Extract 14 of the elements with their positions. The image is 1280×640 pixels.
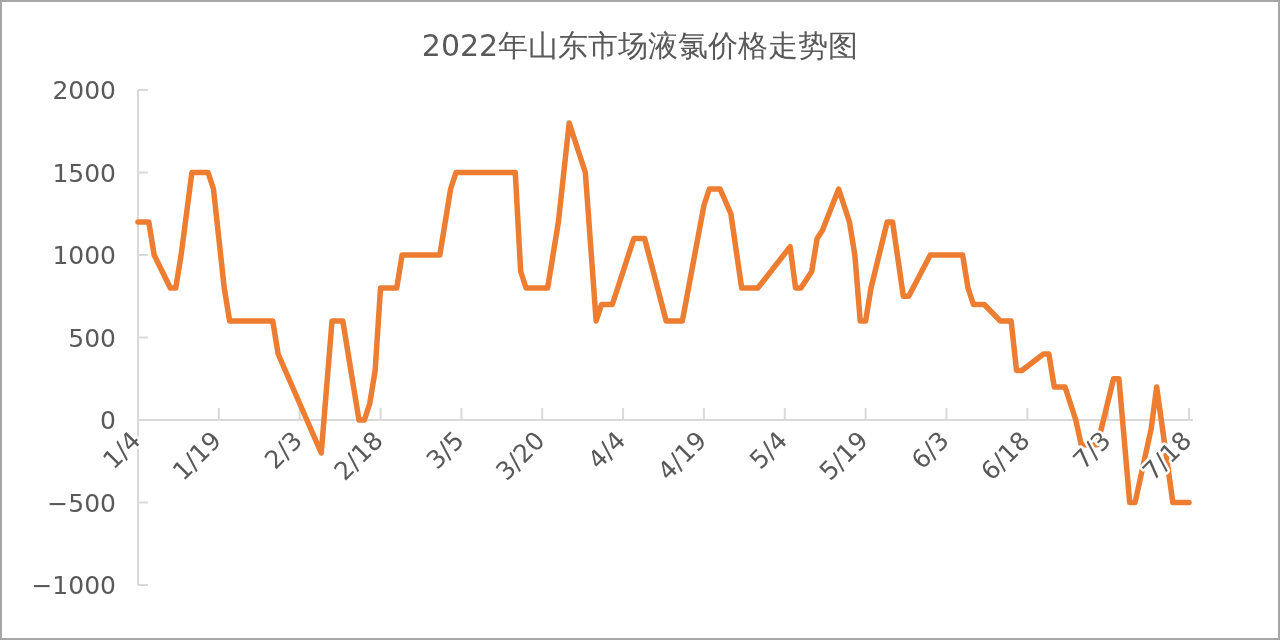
y-tick-label: 2000 (52, 76, 116, 105)
x-tick-label: 5/4 (744, 425, 794, 475)
y-tick-label: 1500 (52, 158, 116, 188)
x-tick-label: 3/5 (420, 425, 470, 475)
x-tick-label: 7/3 (1067, 425, 1117, 475)
x-tick-label: 6/3 (905, 425, 955, 475)
x-tick-label: 4/4 (582, 425, 632, 475)
y-tick-label: 1000 (52, 241, 116, 270)
y-tick-label: −1000 (31, 571, 116, 600)
y-tick-label: 0 (100, 406, 116, 435)
y-tick-label: −500 (47, 488, 116, 518)
chart-title: 2022年山东市场液氯价格走势图 (421, 28, 859, 63)
x-tick-label: 2/3 (258, 425, 308, 475)
y-tick-label: 500 (68, 323, 116, 353)
